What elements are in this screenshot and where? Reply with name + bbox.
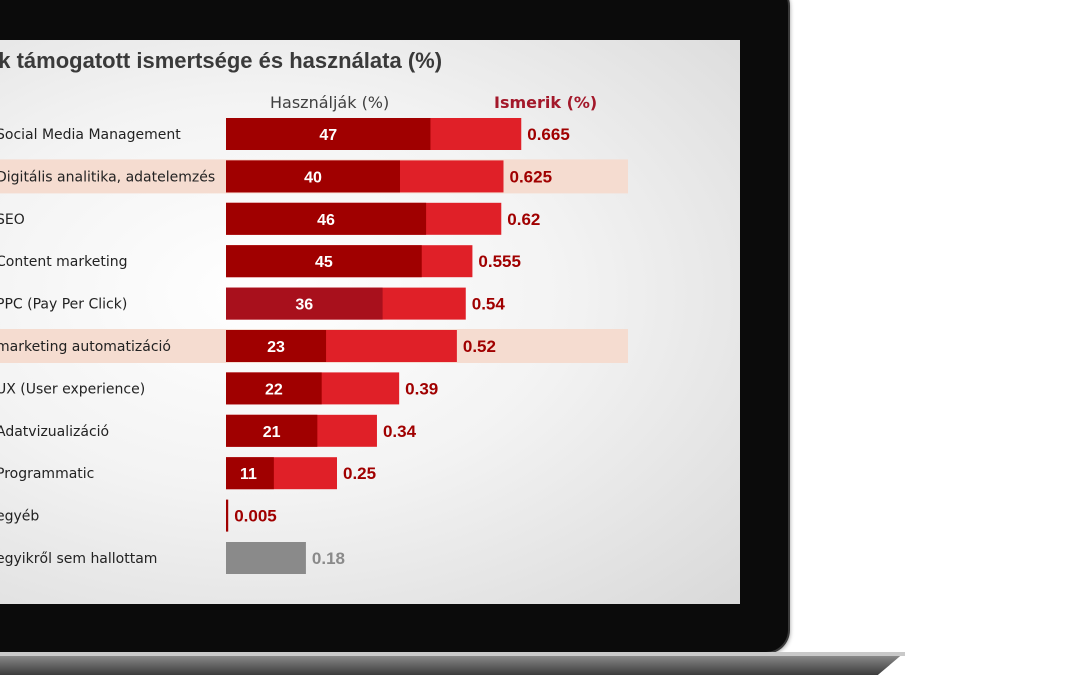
bar-chart: Social Media Management 47 0.665 Digitális … [0,118,628,574]
knows-value-label: 0.39 [405,379,438,398]
uses-value-label: 36 [295,297,313,314]
laptop-screen: ek támogatott ismertsége és használata (… [0,40,740,604]
category-label: Digitális analitika, adatelemzés [0,169,215,185]
uses-bar [226,202,427,235]
knows-value-label: 0.54 [472,295,506,314]
knows-value-label: 0.25 [343,464,376,483]
knows-value-label: 0.005 [234,507,277,526]
chart-title: ek támogatott ismertsége és használata (… [0,48,443,73]
uses-value-label: 40 [304,169,322,186]
uses-bar [226,118,431,150]
category-label: egyikről sem hallottam [0,551,157,567]
knows-value-label: 0.62 [507,210,540,229]
knows-bar [226,542,306,574]
category-label: Programmatic [0,466,94,482]
knows-value-label: 0.34 [383,422,417,441]
category-label: Social Media Management [0,127,181,143]
uses-value-label: 11 [240,466,257,483]
category-label: Content marketing [0,254,127,270]
uses-bar [226,414,318,447]
uses-value-label: 46 [317,212,335,229]
uses-value-label: 21 [263,424,281,441]
uses-value-label: 23 [267,339,285,356]
uses-bar [226,245,422,278]
uses-bar [226,160,400,193]
knows-value-label: 0.625 [510,167,553,186]
uses-bar [226,372,322,405]
uses-value-label: 45 [315,254,333,271]
uses-bar [226,287,383,320]
category-label: SEO [0,212,25,228]
category-label: egyéb [0,509,39,525]
category-label: UX (User experience) [0,381,145,397]
uses-bar [226,330,327,362]
laptop-base [0,652,905,675]
header-knows: Ismerik (%) [494,93,598,112]
category-label: marketing automatizáció [0,339,171,355]
uses-value-label: 47 [319,127,337,144]
knows-value-label: 0.665 [527,125,570,144]
category-label: Adatvizualizáció [0,424,109,440]
laptop-base-edge [0,652,905,656]
knows-value-label: 0.555 [478,252,521,271]
knows-value-label: 0.18 [312,549,345,568]
header-uses: Használják (%) [270,93,390,112]
knows-value-label: 0.52 [463,337,496,356]
uses-value-label: 22 [265,381,283,398]
knows-bar [226,499,229,532]
uses-bar [226,457,274,490]
category-label: PPC (Pay Per Click) [0,297,127,313]
